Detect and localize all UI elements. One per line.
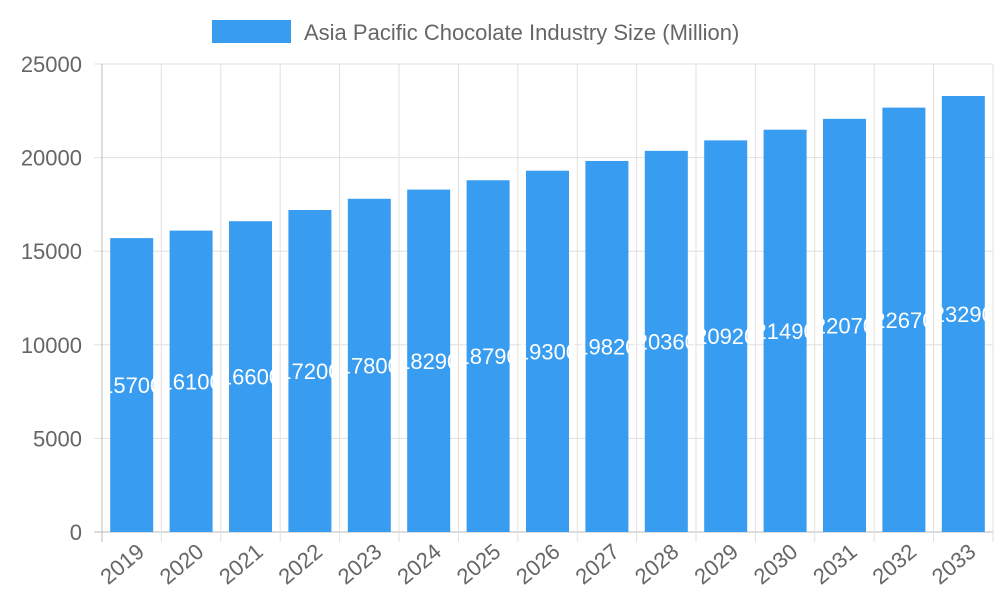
bar bbox=[823, 118, 866, 532]
bar bbox=[941, 96, 985, 532]
bar bbox=[763, 129, 807, 532]
x-tick-label: 2028 bbox=[630, 539, 684, 590]
y-tick-label: 20000 bbox=[21, 146, 82, 171]
bar bbox=[169, 230, 213, 532]
y-tick-label: 10000 bbox=[21, 333, 82, 358]
x-tick-label: 2029 bbox=[689, 539, 743, 590]
x-tick-label: 2019 bbox=[95, 539, 149, 590]
bar-data-label: 22670 bbox=[873, 308, 934, 333]
x-tick-label: 2023 bbox=[333, 539, 387, 590]
bar-data-label: 18290 bbox=[398, 349, 459, 374]
bar bbox=[110, 238, 154, 532]
y-tick-label: 0 bbox=[70, 520, 82, 545]
bars: 1570016100166001720017800182901879019300… bbox=[101, 96, 994, 533]
x-tick-label: 2022 bbox=[274, 539, 328, 590]
bar bbox=[229, 221, 272, 533]
x-tick-label: 2026 bbox=[511, 539, 565, 590]
bar bbox=[466, 180, 510, 532]
x-tick-label: 2021 bbox=[214, 539, 268, 590]
bar-data-label: 20920 bbox=[695, 324, 756, 349]
y-tick-label: 15000 bbox=[21, 239, 82, 264]
bar bbox=[288, 210, 332, 533]
x-tick-label: 2027 bbox=[571, 539, 625, 590]
bar-data-label: 22070 bbox=[814, 313, 875, 338]
x-tick-label: 2030 bbox=[749, 539, 803, 590]
y-tick-label: 5000 bbox=[33, 426, 82, 451]
bar-data-label: 20360 bbox=[636, 329, 697, 354]
bar bbox=[407, 189, 451, 532]
x-tick-label: 2031 bbox=[808, 539, 862, 590]
bar bbox=[526, 170, 569, 533]
x-tick-label: 2032 bbox=[868, 539, 922, 590]
bar bbox=[644, 150, 688, 533]
bar-data-label: 21490 bbox=[755, 319, 816, 344]
y-tick-label: 25000 bbox=[21, 52, 82, 77]
legend-swatch bbox=[212, 20, 291, 43]
bar-data-label: 15700 bbox=[101, 373, 162, 398]
x-tick-label: 2033 bbox=[927, 539, 981, 590]
x-axis: 2019 2020 2021 2022 2023 2024 2025 2026 2027 2028… bbox=[95, 539, 980, 590]
bar-data-label: 23290 bbox=[933, 302, 994, 327]
x-tick-label: 2025 bbox=[452, 539, 506, 590]
bar bbox=[882, 107, 926, 532]
legend[interactable]: Asia Pacific Chocolate Industry Size (Mi… bbox=[212, 20, 739, 45]
bar bbox=[585, 160, 629, 532]
grid bbox=[94, 63, 994, 542]
x-tick-label: 2020 bbox=[155, 539, 209, 590]
bar-data-label: 16600 bbox=[220, 365, 281, 390]
bar-data-label: 18790 bbox=[458, 344, 519, 369]
y-axis: 0 5000 10000 15000 20000 25000 bbox=[21, 52, 82, 545]
bar bbox=[704, 140, 748, 532]
legend-label: Asia Pacific Chocolate Industry Size (Mi… bbox=[304, 20, 739, 45]
bar-data-label: 16100 bbox=[161, 369, 222, 394]
bar-data-label: 19820 bbox=[576, 334, 637, 359]
x-tick-label: 2024 bbox=[392, 539, 446, 590]
bar-data-label: 17800 bbox=[339, 353, 400, 378]
bar-data-label: 19300 bbox=[517, 339, 578, 364]
bar-data-label: 17200 bbox=[279, 359, 340, 384]
bar bbox=[347, 198, 391, 532]
